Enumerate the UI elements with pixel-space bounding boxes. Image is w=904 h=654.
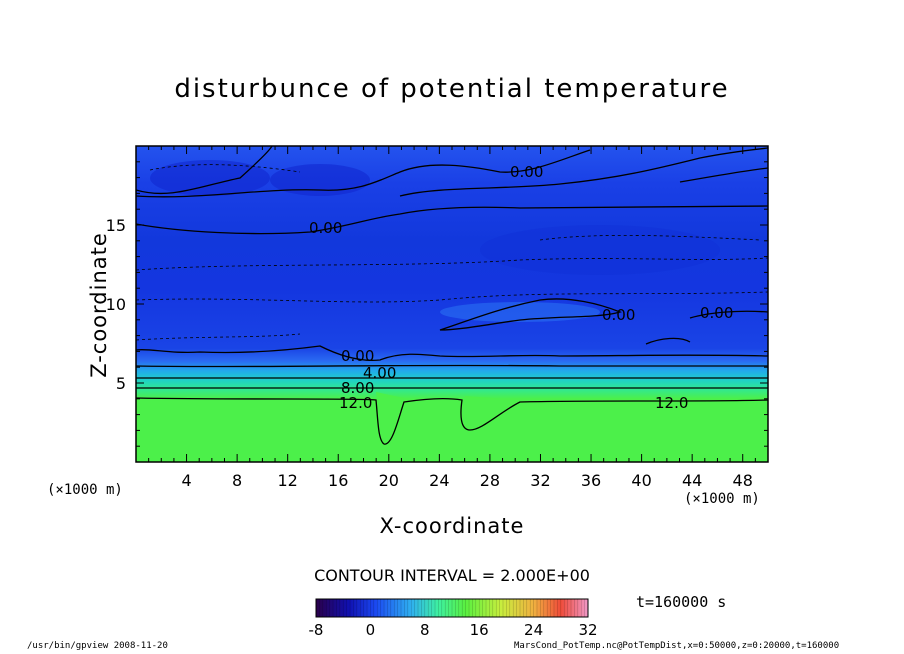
x-tick-label: 8 <box>232 471 242 490</box>
contour-line <box>136 397 768 445</box>
y-tick-label: 15 <box>106 216 126 235</box>
contour-label: 8.00 <box>341 379 374 397</box>
x-tick-label: 12 <box>278 471 298 490</box>
x-axis-title: X-coordinate <box>379 514 525 538</box>
contour-line <box>645 337 691 345</box>
contour-line <box>136 364 768 368</box>
contour-label: 12.0 <box>339 394 372 412</box>
cold-pocket <box>150 160 270 196</box>
contour-line-dashed <box>539 234 761 241</box>
y-tick-label: 5 <box>116 374 126 393</box>
colorbar-tick-label: 8 <box>420 621 430 639</box>
contour-line <box>679 167 768 183</box>
x-tick-label: 24 <box>429 471 449 490</box>
contour-line <box>136 146 273 195</box>
contour-line <box>689 310 768 319</box>
contour-line <box>399 147 768 197</box>
cold-pocket <box>480 225 720 275</box>
x-tick-label: 32 <box>530 471 550 490</box>
x-tick-label: 16 <box>328 471 348 490</box>
colorbar-tick-label: 32 <box>578 621 597 639</box>
x-tick-label: 40 <box>631 471 651 490</box>
colorbar <box>315 598 589 618</box>
colorbar-tick-label: 16 <box>470 621 489 639</box>
contour-line <box>136 345 768 362</box>
contour-label: 0.00 <box>341 347 374 365</box>
x-tick-label: 36 <box>581 471 601 490</box>
x-tick-label: 28 <box>480 471 500 490</box>
cold-pocket <box>270 164 370 196</box>
time-label: t=160000 s <box>636 593 727 611</box>
contour-line-dashed <box>136 257 768 271</box>
colorbar-tick-label: 24 <box>524 621 543 639</box>
contour-line <box>439 298 622 331</box>
footer-right: MarsCond_PotTemp.nc@PotTempDist,x=0:5000… <box>514 641 840 651</box>
contour-label: 0.00 <box>700 304 733 322</box>
x-tick-label: 4 <box>181 471 191 490</box>
contour-line <box>136 205 768 235</box>
contour-label: 0.00 <box>309 219 342 237</box>
contour-label: 4.00 <box>363 364 396 382</box>
warm-plume <box>376 392 404 445</box>
y-tick-label: 10 <box>106 295 126 314</box>
contour-line-dashed <box>149 164 301 173</box>
warm-plume <box>463 396 520 430</box>
colorbar-tick-label: 0 <box>366 621 376 639</box>
x-tick-label: 44 <box>682 471 702 490</box>
chart-title: disturbunce of potential temperature <box>174 74 730 104</box>
y-axis-title: Z-coordinate <box>87 232 111 378</box>
contour-label: 0.00 <box>510 163 543 181</box>
contour-label: 12.0 <box>655 394 688 412</box>
field-background <box>136 146 768 462</box>
x-tick-label: 20 <box>379 471 399 490</box>
contour-label: 0.00 <box>602 306 635 324</box>
x-tick-label: 48 <box>733 471 753 490</box>
x-unit-label: (×1000 m) <box>47 482 123 498</box>
contour-interval: CONTOUR INTERVAL = 2.000E+00 <box>314 566 590 585</box>
x-unit-label-right: (×1000 m) <box>684 491 760 507</box>
colorbar-tick-label: -8 <box>309 621 324 639</box>
contour-line <box>136 149 591 198</box>
footer-left: /usr/bin/gpview 2008-11-20 <box>27 641 168 651</box>
contour-line-dashed <box>136 333 301 341</box>
